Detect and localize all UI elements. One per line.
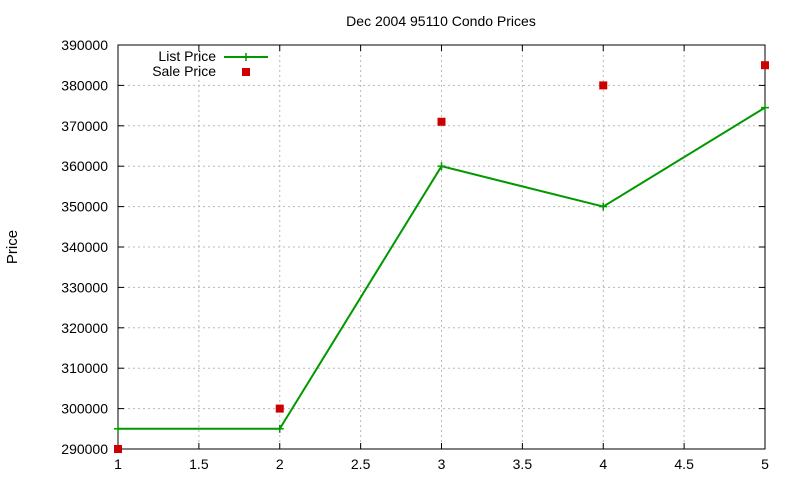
y-axis-label: Price [4,230,21,264]
y-tick-label: 380000 [61,77,108,93]
sale-price-point [114,445,122,453]
y-tick-label: 320000 [61,320,108,336]
x-tick-label: 4.5 [674,456,694,472]
x-tick-labels: 1 1.5 2 2.5 3 3.5 4 4.5 5 [114,456,769,472]
y-tick-label: 360000 [61,158,108,174]
legend-square-marker [242,68,250,76]
x-tick-label: 2 [276,456,284,472]
legend-label-sale-price: Sale Price [152,63,216,79]
x-tick-label: 1 [114,456,122,472]
y-tick-label: 300000 [61,401,108,417]
legend-sample-list-price [224,53,268,61]
y-tick-label: 350000 [61,199,108,215]
y-tick-label: 330000 [61,279,108,295]
list-price-point [114,424,122,433]
series [114,61,769,453]
y-tick-label: 340000 [61,239,108,255]
y-tick-label: 290000 [61,441,108,457]
sale-price-point [275,404,284,413]
x-tick-label: 5 [761,456,769,472]
chart-title: Dec 2004 95110 Condo Prices [346,13,536,29]
list-price-point [599,202,608,211]
x-tick-label: 3 [438,456,446,472]
legend-plus-marker [242,53,250,61]
sale-price-point [437,117,446,126]
x-tick-label: 2.5 [351,456,371,472]
y-tick-labels: 290000 300000 310000 320000 330000 340000 3500… [61,37,108,457]
y-tick-label: 370000 [61,118,108,134]
y-tick-label: 390000 [61,37,108,53]
x-tick-label: 4 [599,456,607,472]
list-price-point [275,424,284,433]
y-tick-label: 310000 [61,360,108,376]
legend-sample-sale-price [242,68,250,76]
x-tick-label: 1.5 [189,456,209,472]
sale-price-point [761,61,769,70]
list-price-point [437,162,446,171]
list-price-point [761,103,769,112]
legend-label-list-price: List Price [158,48,216,64]
sale-price-point [599,81,608,90]
grid [118,45,765,449]
legend: List Price Sale Price [152,48,268,79]
x-tick-label: 3.5 [513,456,533,472]
